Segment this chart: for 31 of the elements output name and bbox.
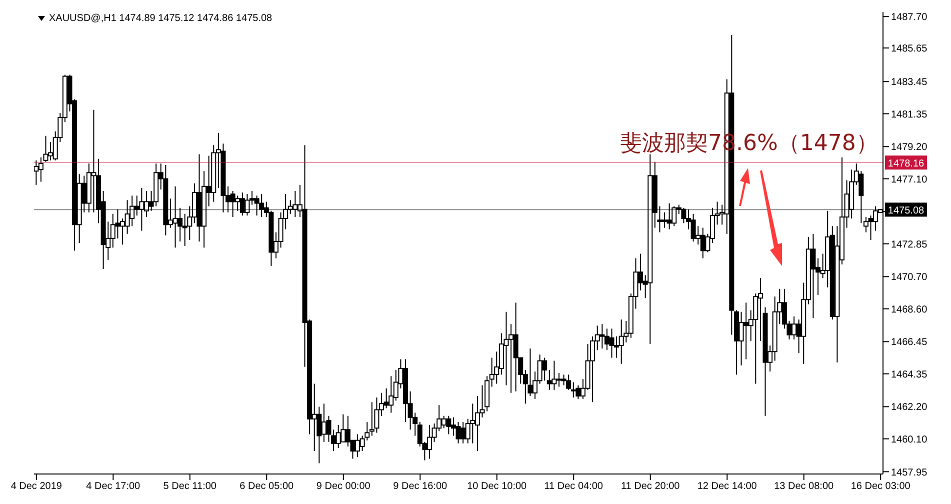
x-tick-label: 9 Dec 00:00 <box>316 481 371 492</box>
x-tick-label: 12 Dec 14:00 <box>697 481 758 492</box>
y-tick-label: 1485.65 <box>891 44 928 54</box>
y-tick-label: 1487.70 <box>891 12 928 24</box>
candlestick <box>484 376 490 412</box>
x-tick-label: 11 Dec 04:00 <box>544 481 604 492</box>
y-tick-label: 1457.95 <box>891 467 928 478</box>
y-tick-label: 1466.45 <box>891 337 928 348</box>
x-tick-label: 10 Dec 10:00 <box>467 481 528 492</box>
candlestick <box>38 156 44 182</box>
y-tick-label: 1470.70 <box>891 272 928 284</box>
y-tick-label: 1468.60 <box>891 304 928 316</box>
x-tick-label: 5 Dec 11:00 <box>163 481 217 492</box>
ref-line-label: 1475.08 <box>888 206 925 217</box>
y-tick-label: 1481.35 <box>891 109 928 120</box>
ref-line-label: 1478.16 <box>888 158 925 170</box>
x-tick-label: 11 Dec 20:00 <box>620 481 680 492</box>
y-tick-label: 1477.10 <box>891 174 928 186</box>
x-tick-label: 6 Dec 05:00 <box>240 481 294 492</box>
x-tick-label: 4 Dec 2019 <box>10 481 62 492</box>
y-tick-label: 1472.85 <box>891 239 928 250</box>
x-tick-label: 13 Dec 08:00 <box>774 481 834 492</box>
x-tick-label: 16 Dec 03:00 <box>850 481 911 492</box>
y-tick-label: 1462.20 <box>891 402 928 414</box>
x-tick-label: 4 Dec 17:00 <box>86 481 141 492</box>
y-tick-label: 1464.35 <box>891 369 928 380</box>
x-tick-label: 9 Dec 16:00 <box>393 481 448 492</box>
chart-title: XAUUSD@,H1 1474.89 1475.12 1474.86 1475.08 <box>49 13 272 24</box>
y-tick-label: 1460.10 <box>891 434 928 446</box>
y-tick-label: 1483.45 <box>891 77 928 88</box>
y-tick-label: 1479.20 <box>891 142 928 154</box>
